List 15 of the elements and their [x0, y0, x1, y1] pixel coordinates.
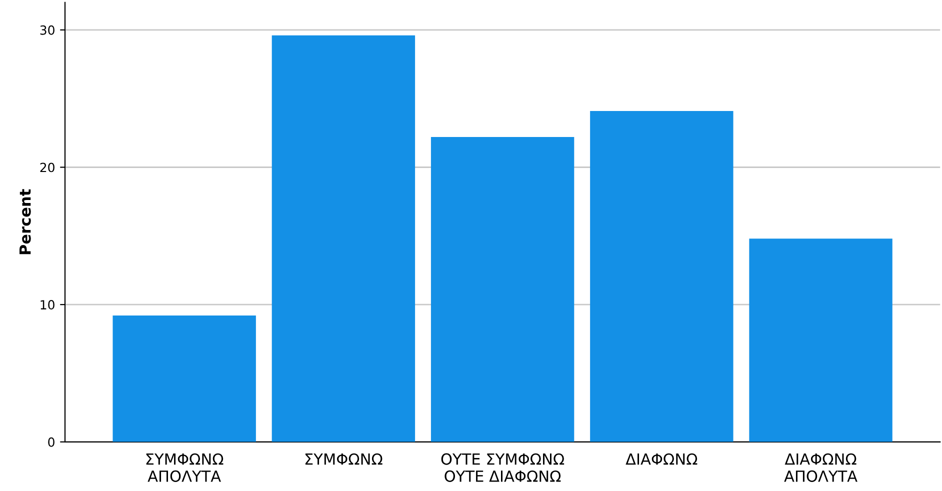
y-tick-label: 10 — [40, 300, 54, 310]
bar — [590, 110, 734, 442]
x-tick-label: ΣΥΜΦΩΝΩ — [305, 453, 382, 465]
x-tick-label: ΟΥΤΕ ΣΥΜΦΩΝΩ ΟΥΤΕ ΔΙΑΦΩΝΩ — [441, 453, 564, 482]
x-tick-label: ΔΙΑΦΩΝΩ ΑΠΟΛΥΤΑ — [784, 453, 858, 482]
y-axis-title: Percent — [20, 189, 31, 254]
bar — [749, 238, 892, 442]
bar — [112, 316, 256, 442]
y-tick-label: 0 — [48, 437, 54, 447]
bar — [430, 137, 574, 442]
y-tick-label: 30 — [40, 25, 54, 35]
bar — [272, 35, 416, 442]
x-tick-label: ΣΥΜΦΩΝΩ ΑΠΟΛΥΤΑ — [146, 453, 224, 482]
y-tick-label: 20 — [40, 162, 54, 172]
x-tick-label: ΔΙΑΦΩΝΩ — [626, 453, 698, 465]
